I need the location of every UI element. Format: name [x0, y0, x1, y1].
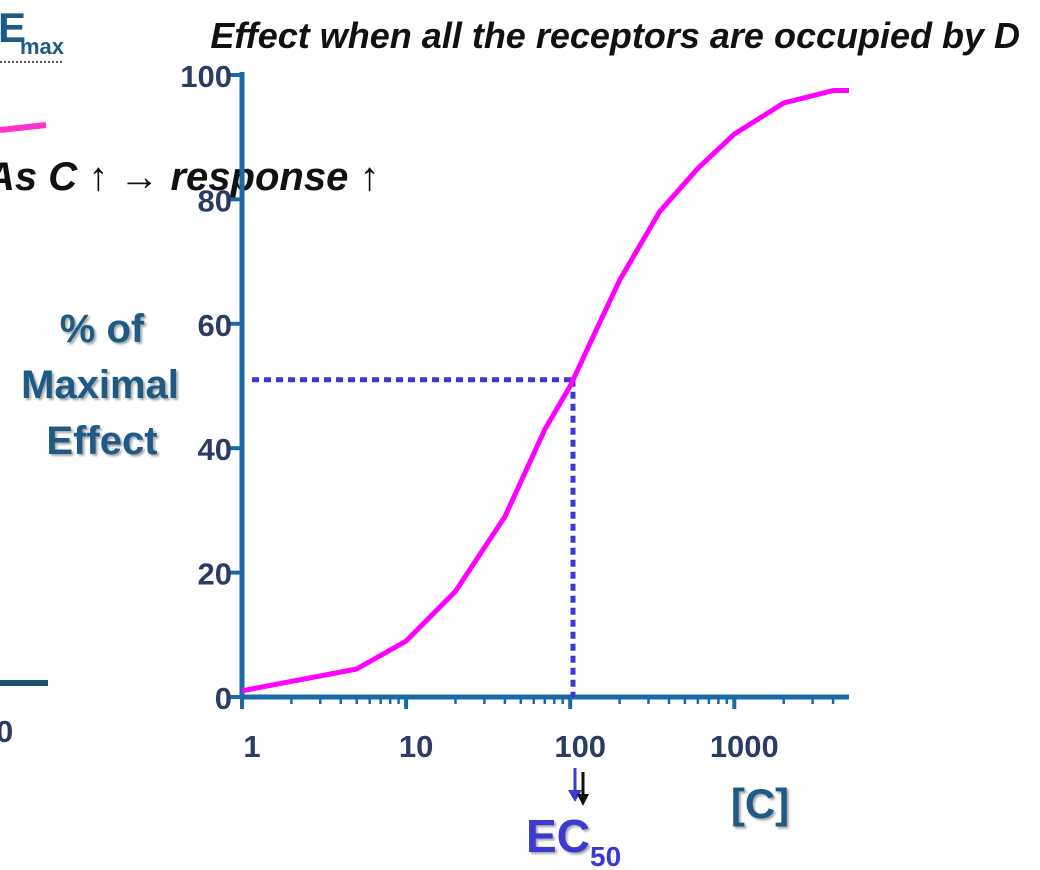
y-tick-label: 100	[180, 59, 232, 94]
y-axis-label: Effect	[46, 419, 157, 463]
chart-title: Effect when all the receptors are occupi…	[210, 15, 1020, 56]
y-axis-label: Maximal	[21, 363, 179, 407]
x-axis-label: [C]	[731, 780, 789, 827]
y-tick-label: 20	[198, 557, 232, 592]
emax-base: E	[0, 4, 26, 51]
x-tick-label: 10	[399, 729, 433, 764]
x-tick-label: 1	[243, 729, 260, 764]
left-curve-fragment	[0, 122, 47, 133]
y-tick-label: 0	[215, 681, 232, 716]
left-tick-label: 0	[0, 714, 13, 749]
y-axis-label: % of	[60, 307, 145, 351]
x-tick-label: 100	[554, 729, 606, 764]
emax-sub: max	[20, 34, 65, 59]
y-tick-label: 60	[198, 308, 232, 343]
ec50-arrow-blue-head	[567, 790, 582, 802]
statement: As C ↑ → response ↑	[0, 155, 379, 199]
x-tick-label: 1000	[710, 729, 779, 764]
y-tick-label: 40	[198, 432, 232, 467]
y-tick-label: 80	[198, 183, 232, 218]
ec50-label-sub: 50	[590, 841, 621, 870]
curve	[241, 88, 849, 694]
ec50-arrow-black-head	[576, 794, 589, 806]
ec50-label: EC	[526, 810, 590, 862]
